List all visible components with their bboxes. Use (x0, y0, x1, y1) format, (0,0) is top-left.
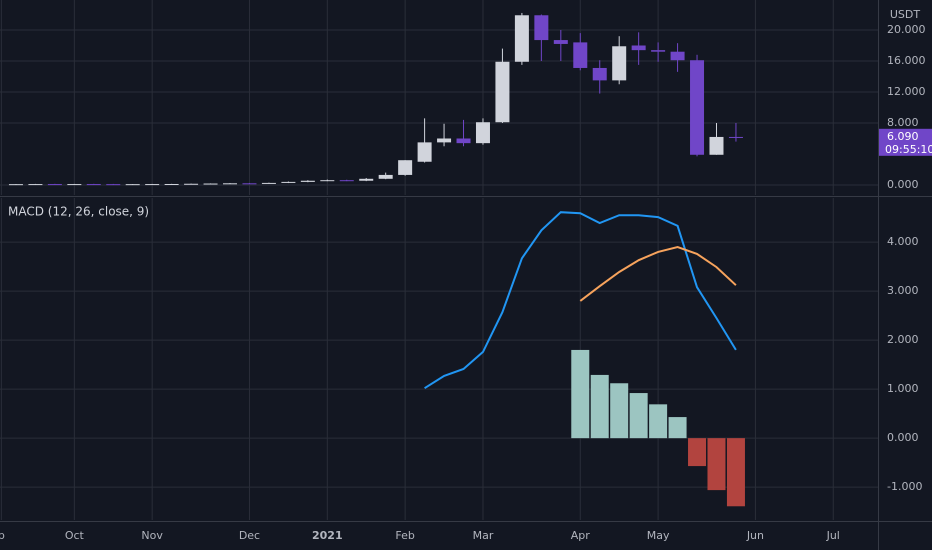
candle-body (145, 184, 160, 186)
candle-body (495, 61, 510, 123)
candle-body (300, 180, 315, 182)
candle-body (398, 160, 413, 175)
candle-body (514, 15, 529, 62)
y-tick-label: 0.000 (887, 178, 919, 191)
candle-body (281, 181, 296, 183)
candle-body (534, 15, 549, 41)
y-tick-label: 0.000 (887, 431, 919, 444)
histogram-bar (649, 404, 668, 439)
countdown-label: 09:55:10 (885, 143, 932, 156)
candle-body (631, 45, 646, 51)
y-tick-label: -1.000 (887, 480, 922, 493)
candle-body (378, 174, 393, 179)
x-tick-label: 2021 (312, 529, 343, 542)
last-price-label: 6.090 (887, 130, 919, 143)
y-tick-label: 1.000 (887, 382, 919, 395)
y-tick-label: 3.000 (887, 284, 919, 297)
signal-line (579, 245, 737, 302)
x-tick-label: p (0, 529, 5, 542)
candle-body (164, 183, 179, 185)
candle-body (261, 182, 276, 184)
histogram-bar (629, 393, 648, 439)
candle-body (106, 184, 121, 186)
candle-body (690, 60, 705, 155)
candle-body (86, 184, 101, 186)
candle-body (612, 46, 627, 81)
y-tick-label: 16.000 (887, 54, 926, 67)
candle-body (223, 183, 238, 185)
candle-body (359, 178, 374, 181)
last-price-box (879, 128, 932, 156)
x-tick-label: Oct (65, 529, 85, 542)
y-tick-label: 2.000 (887, 333, 919, 346)
histogram-bar (726, 438, 745, 507)
candle-body (8, 184, 23, 186)
y-tick-label: 20.000 (887, 23, 926, 36)
candle-body (339, 180, 354, 182)
indicator-title: MACD (12, 26, close, 9) (8, 205, 149, 219)
candle-body (67, 184, 82, 186)
candle-body (475, 122, 490, 144)
candle-body (417, 142, 432, 162)
candle-body (728, 136, 743, 138)
x-tick-label: Apr (571, 529, 591, 542)
candle-body (203, 183, 218, 185)
unit-label: USDT (890, 8, 921, 21)
histogram-bar (610, 383, 629, 439)
x-tick-label: Jul (826, 529, 840, 542)
candle-body (437, 138, 452, 143)
candle-body (553, 40, 568, 44)
candle-body (242, 183, 257, 185)
x-tick-label: Dec (239, 529, 260, 542)
histogram-bar (707, 438, 726, 491)
candle-body (670, 51, 685, 61)
candle-body (125, 184, 140, 186)
candle-body (184, 183, 199, 185)
histogram-bar (590, 374, 609, 439)
histogram-bar (688, 438, 707, 467)
candle-body (28, 184, 43, 186)
candle-body (651, 50, 666, 52)
x-tick-label: Jun (746, 529, 764, 542)
candle-body (573, 42, 588, 68)
y-tick-label: 4.000 (887, 235, 919, 248)
x-tick-label: Mar (473, 529, 494, 542)
candle-body (592, 67, 607, 81)
y-tick-label: 8.000 (887, 116, 919, 129)
candle-body (709, 136, 724, 155)
macd-line (424, 211, 737, 390)
histogram-bar (668, 417, 687, 439)
histogram-bar (571, 349, 590, 439)
candle-body (320, 180, 335, 182)
x-tick-label: Feb (395, 529, 414, 542)
candle-body (47, 184, 62, 186)
y-tick-label: 12.000 (887, 85, 926, 98)
x-tick-label: May (647, 529, 670, 542)
candle-body (456, 138, 471, 144)
x-tick-label: Nov (141, 529, 163, 542)
